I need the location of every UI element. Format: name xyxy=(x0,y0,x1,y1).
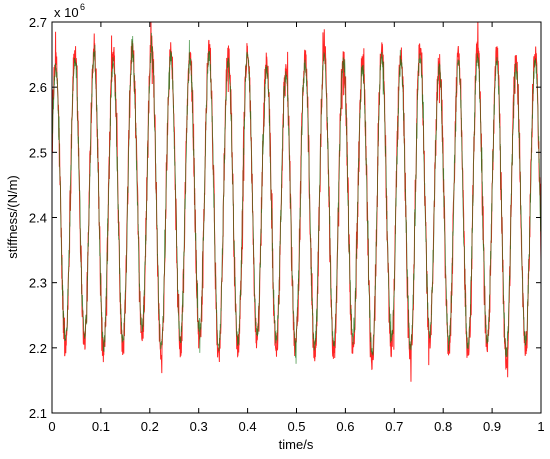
y-multiplier-exponent: 6 xyxy=(80,2,85,12)
x-tick-label: 0.1 xyxy=(92,419,110,434)
y-tick-label: 2.5 xyxy=(29,145,47,160)
y-tick-label: 2.4 xyxy=(29,211,47,226)
x-tick-label: 1 xyxy=(537,419,544,434)
ticks-layer: 0 0.1 0.2 0.3 0.4 0.5 0.6 0.7 0.8 0.9 1 2.1 2.2 2.3 2.… xyxy=(29,15,545,434)
y-tick-label: 2.2 xyxy=(29,341,47,356)
x-axis-title: time/s xyxy=(279,437,314,452)
x-tick-label: 0.4 xyxy=(239,419,257,434)
x-tick-label: 0.2 xyxy=(141,419,159,434)
y-tick-label: 2.3 xyxy=(29,276,47,291)
x-tick-label: 0 xyxy=(48,419,55,434)
y-axis-title: stiffness/(N/m) xyxy=(5,175,20,259)
series-layer xyxy=(52,22,541,382)
x-tick-label: 0.7 xyxy=(385,419,403,434)
x-tick-label: 0.9 xyxy=(483,419,501,434)
x-tick-label: 0.6 xyxy=(336,419,354,434)
y-tick-label: 2.7 xyxy=(29,15,47,30)
x-tick-label: 0.5 xyxy=(287,419,305,434)
x-tick-label: 0.3 xyxy=(190,419,208,434)
y-tick-label: 2.1 xyxy=(29,406,47,421)
series-line-green xyxy=(52,32,541,364)
y-multiplier-base: x 10 xyxy=(54,5,79,20)
x-tick-label: 0.8 xyxy=(434,419,452,434)
y-tick-label: 2.6 xyxy=(29,80,47,95)
